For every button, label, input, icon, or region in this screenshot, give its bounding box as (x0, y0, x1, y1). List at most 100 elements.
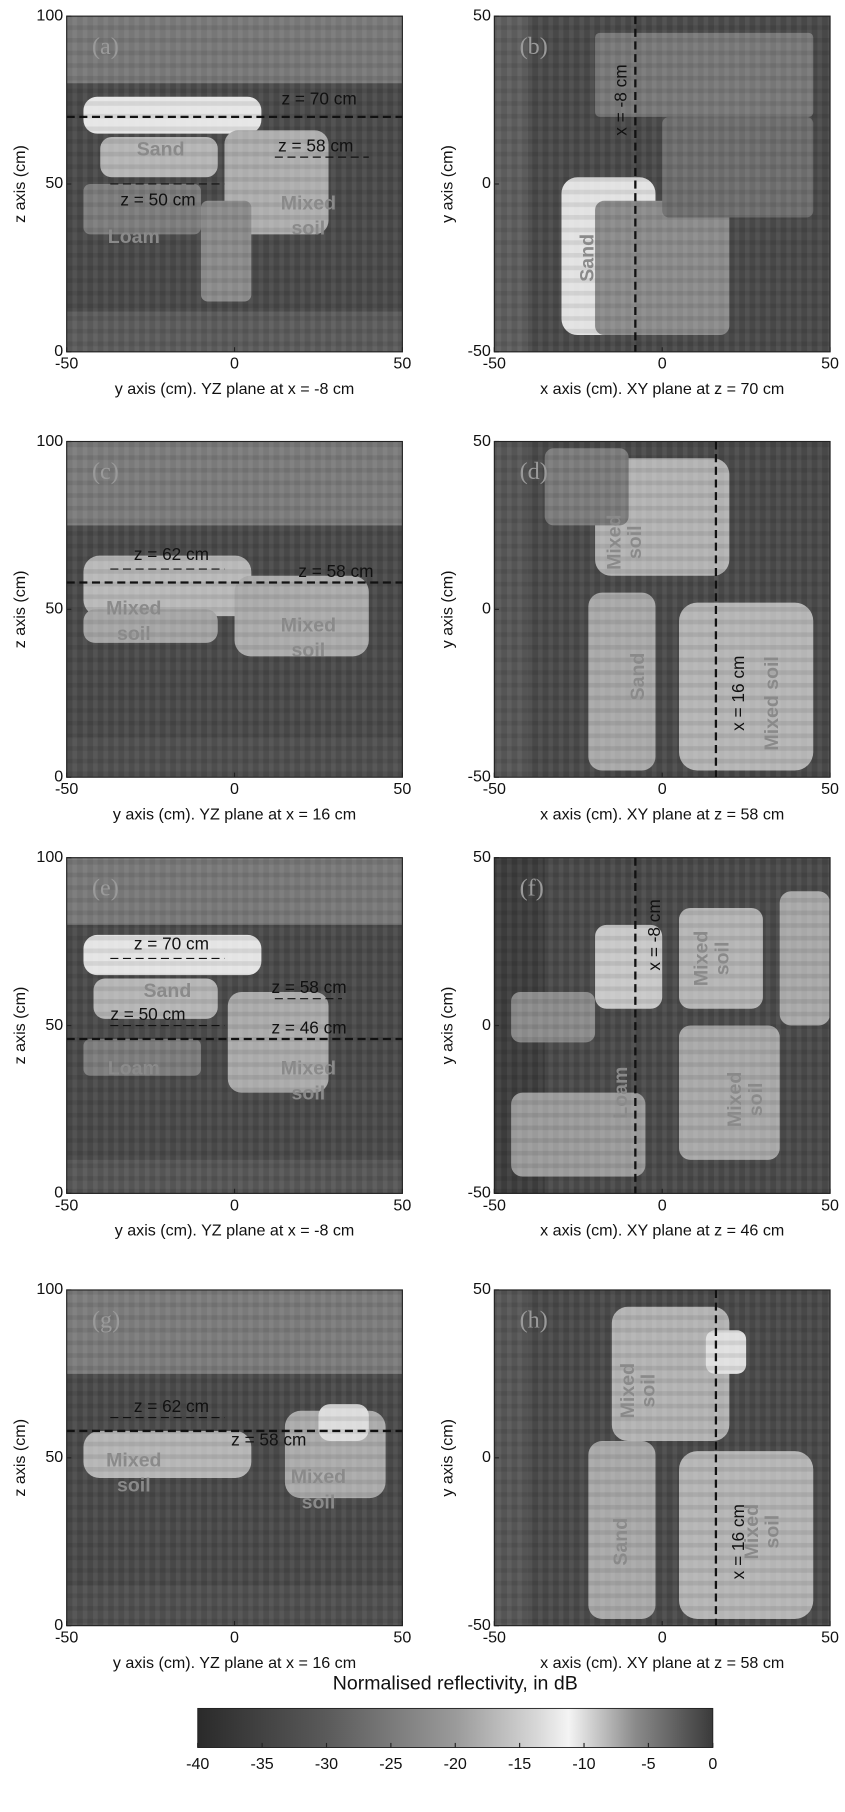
y-tick-label: 0 (54, 1184, 63, 1202)
y-tick-label: -50 (468, 342, 491, 360)
y-tick-label: 50 (45, 600, 63, 618)
region-label: soil (762, 1515, 784, 1549)
y-axis-label: y axis (cm) (439, 571, 457, 649)
section-label: z = 50 cm (120, 189, 195, 209)
y-tick-label: 0 (54, 767, 63, 785)
colorbar-title: Normalised reflectivity, in dB (333, 1672, 578, 1694)
y-axis-label: z axis (cm) (11, 1419, 29, 1497)
region-label: Mixed (281, 1057, 336, 1079)
region-label: soil (292, 640, 326, 662)
y-tick-label: 50 (45, 1448, 63, 1466)
x-tick-label: 0 (230, 355, 239, 373)
panel-label: (a) (92, 33, 119, 60)
y-axis-label: z axis (cm) (11, 987, 29, 1065)
x-tick-label: 50 (393, 780, 411, 798)
colorbar-tick-label: -5 (641, 1755, 655, 1773)
y-axis-label: z axis (cm) (11, 145, 29, 223)
x-tick-label: 0 (230, 780, 239, 798)
y-tick-label: 0 (54, 342, 63, 360)
x-tick-label: 0 (658, 780, 667, 798)
panel-label: (b) (520, 33, 548, 60)
x-axis-label: x axis (cm). XY plane at z = 58 cm (540, 1654, 784, 1672)
panel-label: (d) (520, 458, 548, 485)
x-tick-label: 0 (230, 1196, 239, 1214)
y-tick-label: 0 (54, 1616, 63, 1634)
y-tick-label: -50 (468, 767, 491, 785)
y-tick-label: 0 (482, 1016, 491, 1034)
section-label: z = 70 cm (134, 934, 209, 954)
region-label: Loam (610, 1067, 632, 1119)
colorbar-tick-label: 0 (708, 1755, 717, 1773)
x-tick-label: 50 (821, 1629, 839, 1647)
section-label: z = 46 cm (271, 1017, 346, 1037)
figure: -50050050100y axis (cm). YZ plane at x =… (0, 0, 845, 1807)
x-tick-label: 0 (230, 1629, 239, 1647)
x-tick-label: 50 (821, 780, 839, 798)
colorbar-tick-label: -30 (315, 1755, 338, 1773)
section-label: z = 58 cm (298, 561, 373, 581)
region-label: Mixed (281, 614, 336, 636)
x-axis-label: x axis (cm). XY plane at z = 46 cm (540, 1222, 784, 1240)
x-tick-label: 50 (821, 1196, 839, 1214)
y-tick-label: 50 (45, 174, 63, 192)
y-tick-label: 100 (36, 848, 63, 866)
x-tick-label: 0 (658, 355, 667, 373)
section-label: x = -8 cm (610, 64, 630, 135)
region-label: Mixed soil (761, 656, 783, 750)
y-tick-label: 0 (482, 600, 491, 618)
region-label: soil (292, 218, 326, 240)
x-axis-label: y axis (cm). YZ plane at x = -8 cm (115, 1222, 355, 1240)
region-label: Mixed (603, 515, 625, 570)
section-label: z = 58 cm (271, 977, 346, 997)
y-tick-label: 50 (45, 1016, 63, 1034)
y-tick-label: 100 (36, 1280, 63, 1298)
y-tick-label: -50 (468, 1616, 491, 1634)
region-label: Sand (144, 980, 192, 1002)
colorbar (198, 1708, 713, 1747)
section-label: z = 62 cm (134, 544, 209, 564)
region-label: Mixed (691, 931, 713, 986)
panel-label: (c) (92, 458, 119, 485)
x-tick-label: 50 (393, 1629, 411, 1647)
region-label: Sand (627, 653, 649, 701)
region-label: soil (637, 1374, 659, 1408)
x-axis-label: x axis (cm). XY plane at z = 70 cm (540, 380, 784, 398)
y-tick-label: -50 (468, 1184, 491, 1202)
y-axis-label: y axis (cm) (439, 987, 457, 1065)
section-label: x = 16 cm (728, 1504, 748, 1579)
region-label: Mixed (106, 1449, 161, 1471)
heatmap-texture (494, 16, 830, 352)
colorbar-tick-label: -20 (444, 1755, 467, 1773)
colorbar-tick-label: -10 (572, 1755, 595, 1773)
region-label: Mixed (106, 598, 161, 620)
x-axis-label: y axis (cm). YZ plane at x = 16 cm (113, 805, 356, 823)
region-label: soil (745, 1083, 767, 1117)
section-label: z = 62 cm (134, 1396, 209, 1416)
region-label: soil (624, 525, 646, 559)
panel-label: (e) (92, 874, 119, 901)
colorbar-tick-label: -35 (250, 1755, 273, 1773)
y-axis-label: z axis (cm) (11, 571, 29, 649)
x-tick-label: 50 (821, 355, 839, 373)
region-label: soil (292, 1083, 326, 1105)
page: {"chart_data": [ {"type": "heatmap", "pa… (0, 0, 845, 1807)
region-label: soil (711, 942, 733, 976)
region-label: Sand (577, 234, 599, 282)
x-axis-label: y axis (cm). YZ plane at x = 16 cm (113, 1654, 356, 1672)
region-label: Mixed (281, 192, 336, 214)
region-label: Loam (108, 1057, 160, 1079)
region-label: Loam (108, 226, 160, 248)
region-label: Mixed (617, 1363, 639, 1418)
y-tick-label: 0 (482, 1448, 491, 1466)
region-label: Sand (137, 139, 185, 161)
y-tick-label: 0 (482, 174, 491, 192)
section-label: x = 16 cm (728, 656, 748, 731)
region-label: soil (117, 623, 151, 645)
panel-label: (g) (92, 1307, 120, 1334)
section-label: z = 50 cm (110, 1004, 185, 1024)
x-tick-label: 0 (658, 1196, 667, 1214)
